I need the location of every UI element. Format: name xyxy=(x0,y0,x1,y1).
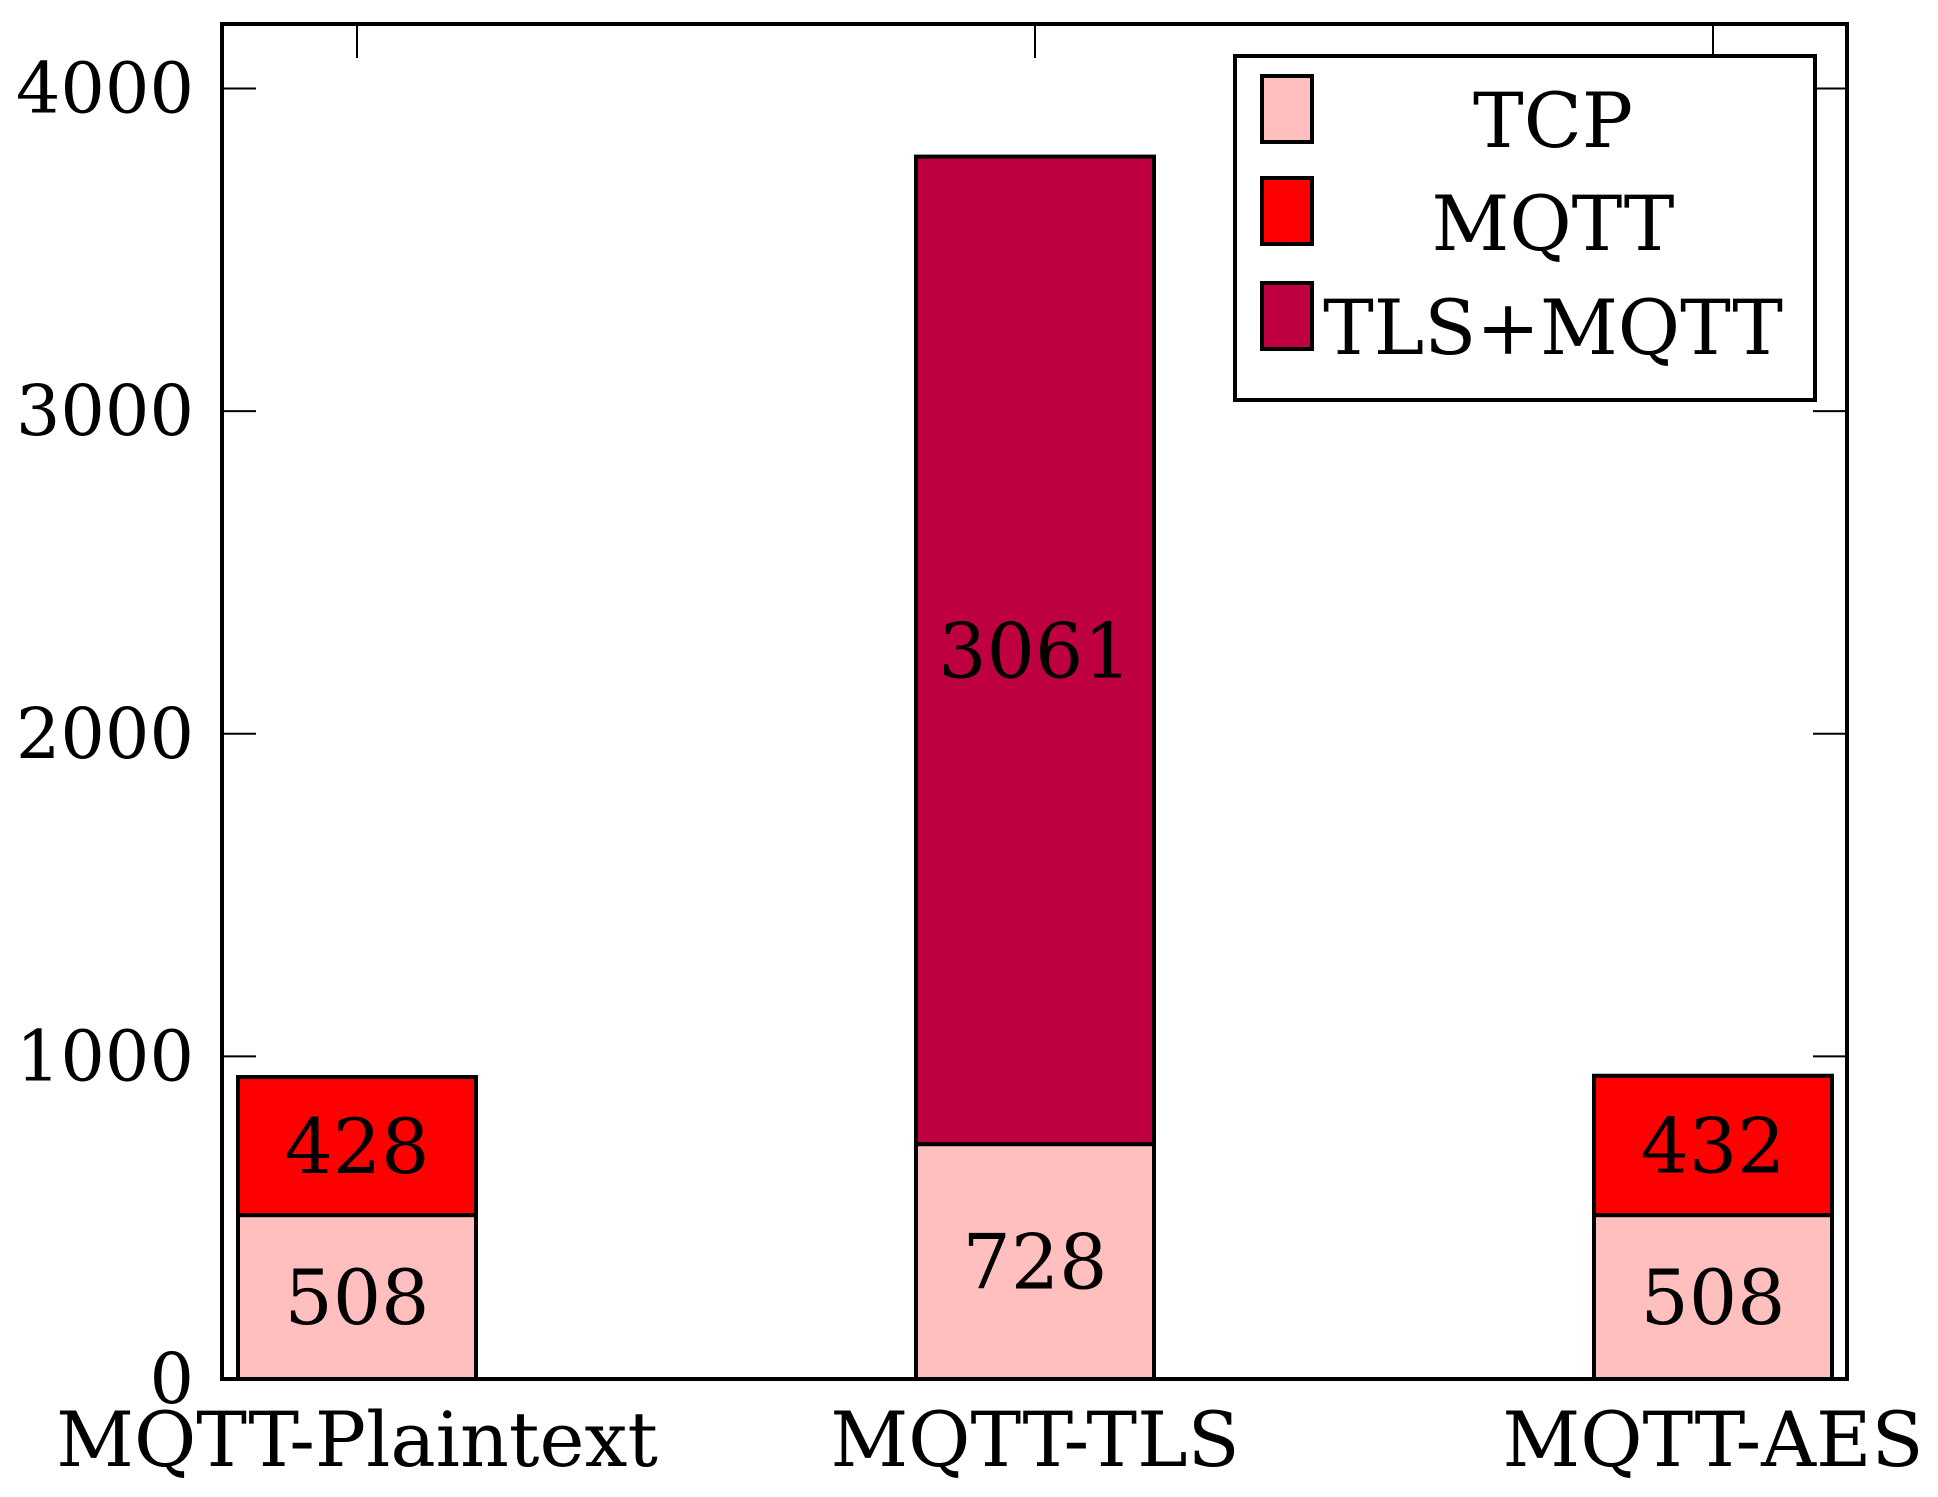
data-label-mqtt-plaintext-tcp: 508 xyxy=(284,1253,429,1342)
x-category-label-mqtt-aes: MQTT-AES xyxy=(1502,1395,1923,1484)
y-axis-tick-labels: 0 1000 2000 3000 4000 xyxy=(16,48,194,1420)
legend-swatch-tls-mqtt xyxy=(1260,281,1314,351)
data-label-mqtt-aes-mqtt: 432 xyxy=(1640,1101,1785,1190)
data-label-mqtt-tls-tcp: 728 xyxy=(962,1218,1107,1307)
plot-area-frame xyxy=(220,22,1849,1381)
bar-mqtt-tls-tls-mqtt xyxy=(914,154,1156,1147)
x-category-label-mqtt-plaintext: MQTT-Plaintext xyxy=(56,1395,658,1484)
legend-box xyxy=(1233,54,1817,402)
data-labels: 508 428 728 3061 508 432 xyxy=(284,606,1785,1342)
data-label-mqtt-plaintext-mqtt: 428 xyxy=(284,1102,429,1191)
bars xyxy=(236,154,1834,1381)
y-tick-label: 4000 xyxy=(16,48,194,130)
legend-swatch-tcp xyxy=(1260,74,1314,144)
x-category-label-mqtt-tls: MQTT-TLS xyxy=(830,1395,1239,1484)
bar-mqtt-aes-tcp xyxy=(1592,1213,1834,1381)
legend-label-tls-mqtt: TLS+MQTT xyxy=(1323,283,1783,372)
legend-label-tcp: TCP xyxy=(1473,76,1633,165)
data-label-mqtt-aes-tcp: 508 xyxy=(1640,1253,1785,1342)
bar-mqtt-plaintext-mqtt xyxy=(236,1075,478,1218)
bar-mqtt-aes-mqtt xyxy=(1592,1073,1834,1218)
y-tick-label: 2000 xyxy=(16,693,194,775)
y-tick-label: 3000 xyxy=(16,370,194,452)
legend-label-mqtt: MQTT xyxy=(1432,179,1675,268)
legend: TCP MQTT TLS+MQTT xyxy=(1233,54,1817,402)
data-label-mqtt-tls-tls-mqtt: 3061 xyxy=(938,606,1131,695)
x-axis-category-labels: MQTT-Plaintext MQTT-TLS MQTT-AES xyxy=(56,1395,1923,1484)
y-tick-label: 0 xyxy=(149,1338,194,1420)
y-tick-label: 1000 xyxy=(16,1015,194,1097)
legend-swatch-mqtt xyxy=(1260,176,1314,246)
